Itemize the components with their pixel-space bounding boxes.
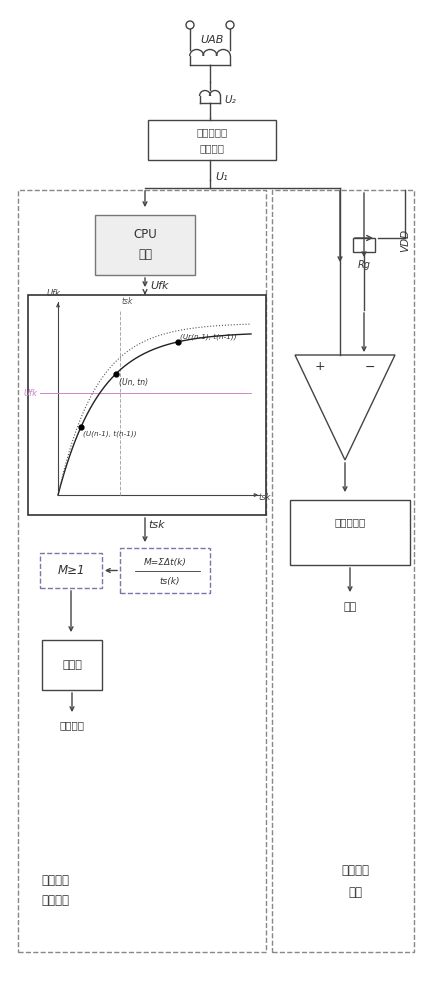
- Text: M=ΣΔt(k): M=ΣΔt(k): [143, 558, 187, 567]
- Text: 频率转换: 频率转换: [200, 143, 225, 153]
- Text: tsk: tsk: [148, 520, 165, 530]
- Text: 报警动作: 报警动作: [60, 720, 85, 730]
- Text: Ufk: Ufk: [47, 289, 61, 298]
- Text: tsk: tsk: [122, 297, 133, 306]
- Text: (Ur(n-1), t(n-1)): (Ur(n-1), t(n-1)): [180, 333, 236, 340]
- Text: 系统: 系统: [348, 886, 362, 898]
- Bar: [290, 500, 410, 565]
- Text: (U(n-1), t(n-1)): (U(n-1), t(n-1)): [83, 431, 137, 437]
- Text: 采样: 采样: [138, 248, 152, 261]
- Text: U₂: U₂: [224, 95, 236, 105]
- Bar: [40, 553, 102, 588]
- Text: (Un, tn): (Un, tn): [119, 378, 148, 387]
- Text: −: −: [365, 360, 375, 373]
- Text: 保护系统: 保护系统: [41, 894, 69, 906]
- Text: ts(k): ts(k): [160, 577, 180, 586]
- Text: UAB: UAB: [201, 35, 224, 45]
- Text: tsk: tsk: [259, 492, 271, 502]
- Text: 电压互感器: 电压互感器: [196, 127, 228, 137]
- Text: Rg: Rg: [357, 260, 371, 270]
- Bar: [148, 120, 276, 160]
- Bar: [18, 190, 266, 952]
- Text: Ufk: Ufk: [150, 281, 168, 291]
- Text: 过励保护: 过励保护: [341, 863, 369, 876]
- Text: 继电器: 继电器: [62, 660, 82, 670]
- Text: 输出: 输出: [343, 602, 357, 612]
- Bar: [272, 190, 414, 952]
- Text: Ufk: Ufk: [24, 389, 38, 398]
- Bar: [28, 295, 266, 515]
- Bar: [42, 640, 102, 690]
- Text: CPU: CPU: [133, 229, 157, 241]
- Text: +: +: [315, 360, 325, 373]
- Bar: [95, 215, 195, 275]
- Text: M≥1: M≥1: [57, 564, 85, 577]
- Bar: [120, 548, 210, 593]
- Bar: [353, 238, 375, 252]
- Text: VDD: VDD: [400, 228, 410, 252]
- Text: U₁: U₁: [215, 172, 228, 182]
- Text: 频率位移: 频率位移: [41, 874, 69, 886]
- Text: 滚动滤波器: 滚动滤波器: [334, 518, 365, 528]
